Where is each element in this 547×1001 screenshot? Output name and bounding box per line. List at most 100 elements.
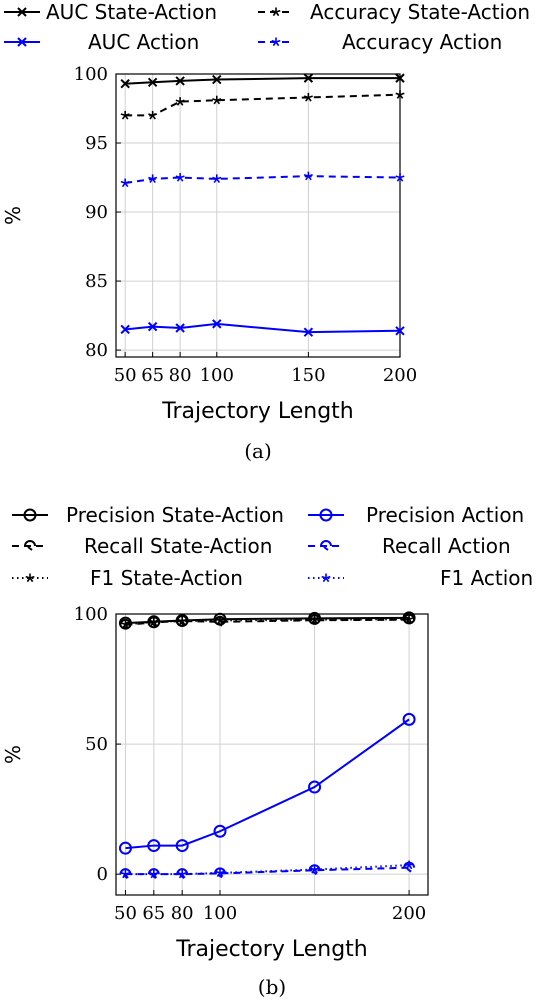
legend: Precision State-Action Precision Action Re… (12, 503, 533, 590)
data-point (308, 780, 322, 794)
legend-label: Accuracy Action (342, 30, 502, 54)
data-point (120, 178, 130, 188)
series-recall-state-action (119, 613, 416, 630)
y-tick-label: 100 (74, 64, 108, 85)
legend-marker (319, 508, 333, 522)
x-axis-label: Trajectory Length (175, 937, 368, 962)
data-point (212, 319, 222, 329)
x-tick-label: 200 (392, 903, 426, 924)
data-point (120, 619, 130, 629)
y-axis-label: % (1, 745, 25, 764)
data-point (215, 616, 225, 625)
legend-item: Precision Action (308, 503, 524, 527)
grid (116, 613, 428, 895)
x-tick-label: 150 (291, 365, 325, 386)
series-precision-action (118, 712, 416, 855)
plot-frame (115, 613, 429, 896)
data-point (404, 614, 414, 624)
legend-item: Recall State-Action (12, 534, 272, 558)
legend-marker (271, 37, 281, 47)
data-point (177, 869, 187, 879)
x-tick-label: 50 (114, 903, 137, 924)
series-line (125, 175, 401, 185)
data-point (149, 617, 159, 626)
legend-item: F1 Action (308, 566, 533, 590)
data-point (402, 712, 416, 726)
x-tick-label: 65 (141, 365, 164, 386)
legend-label: Recall State-Action (84, 534, 272, 558)
legend-item: AUC Action (4, 30, 199, 54)
chart-b: Precision State-Action Precision Action Re… (1, 503, 533, 999)
legend-marker (17, 7, 27, 17)
data-point (310, 615, 320, 624)
data-point (395, 90, 405, 99)
data-point (212, 74, 222, 85)
series-line (125, 322, 401, 334)
data-point (175, 97, 185, 106)
data-point (303, 92, 313, 102)
x-tick-label: 65 (142, 903, 165, 924)
legend: AUC State-Action Accuracy State-Action AUC… (4, 0, 530, 54)
y-axis-label: % (1, 206, 25, 225)
legend-item: Accuracy State-Action (258, 0, 530, 24)
figure-caption: (a) (244, 439, 272, 463)
data-point (175, 173, 185, 182)
legend-label: F1 State-Action (90, 566, 243, 590)
y-tick-label: 95 (85, 133, 108, 154)
legend-label: AUC Action (88, 30, 199, 54)
x-tick-label: 100 (203, 903, 237, 924)
data-point (395, 73, 405, 83)
x-axis-label: Trajectory Length (161, 399, 354, 424)
legend-marker (320, 540, 332, 551)
legend-label: F1 Action (440, 566, 533, 590)
x-tick-label: 100 (200, 365, 234, 386)
series-line (125, 618, 410, 626)
x-tick-label: 50 (114, 365, 137, 386)
y-tick-label: 50 (85, 734, 108, 755)
data-point (215, 868, 225, 877)
y-tick-label: 80 (85, 340, 108, 361)
x-tick-label: 200 (383, 365, 417, 386)
data-point (120, 78, 130, 89)
data-point (212, 174, 222, 184)
plot-frame (115, 73, 401, 358)
series-auc-state-action (120, 73, 405, 89)
series-recall-action (119, 861, 416, 879)
legend-marker (271, 7, 281, 17)
data-point (120, 869, 130, 879)
data-point (395, 326, 405, 336)
grid (116, 73, 401, 357)
series-line (125, 864, 410, 876)
series-f1-state-action (120, 614, 414, 629)
legend-item: Accuracy Action (258, 30, 502, 54)
y-tick-label: 0 (97, 864, 108, 885)
data-point (212, 95, 222, 105)
legend-marker (25, 573, 35, 583)
data-point (175, 839, 189, 853)
data-point (120, 110, 130, 120)
series-line (125, 77, 400, 85)
data-point (148, 174, 158, 184)
data-point (395, 173, 405, 182)
y-tick-label: 100 (74, 604, 108, 625)
series-line (125, 718, 410, 850)
data-point (404, 860, 414, 870)
data-point (303, 73, 314, 83)
series-accuracy-state-action (120, 90, 405, 120)
data-point (310, 865, 320, 874)
legend-item: Recall Action (308, 534, 511, 558)
data-point (213, 824, 227, 838)
chart-a: AUC State-Action Accuracy State-Action AUC… (1, 0, 530, 463)
series-line (125, 93, 401, 117)
y-tick-label: 90 (85, 202, 108, 223)
legend-marker (23, 508, 37, 522)
figure-caption: (b) (258, 975, 286, 999)
y-tick-label: 85 (85, 271, 108, 292)
data-point (148, 110, 158, 120)
data-point (175, 323, 185, 333)
legend-marker (321, 573, 331, 583)
legend-marker (24, 540, 36, 551)
data-point (147, 77, 158, 87)
series-accuracy-action (120, 171, 405, 188)
